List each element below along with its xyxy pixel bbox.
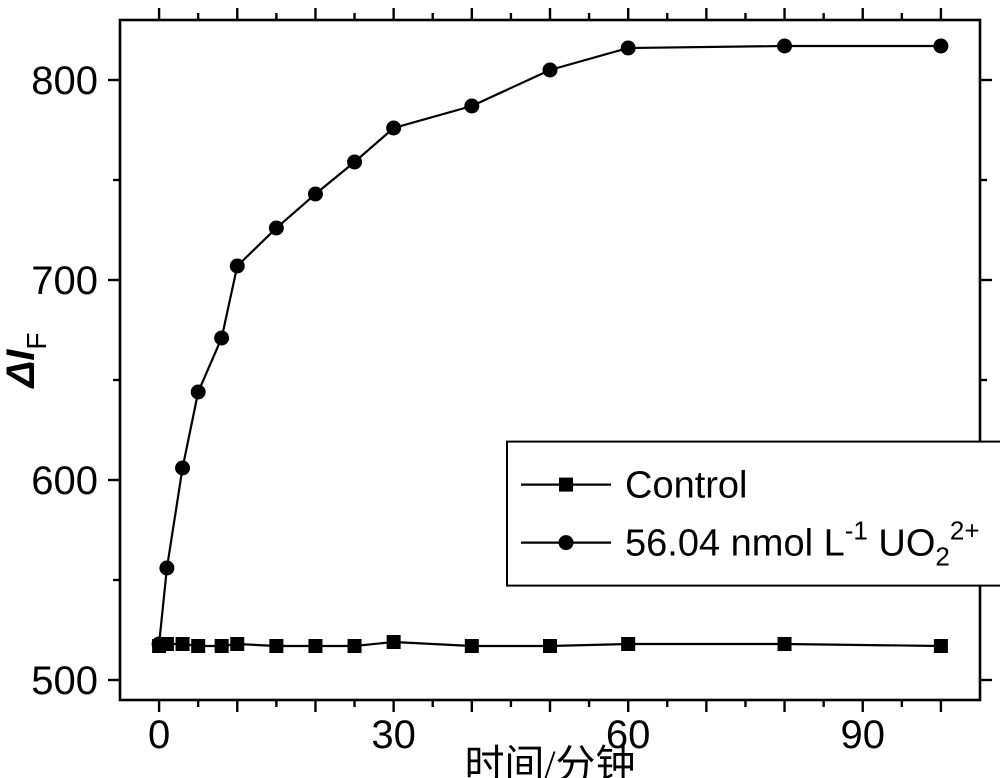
x-tick-label: 0 (148, 713, 170, 757)
series-marker-circle (230, 259, 245, 274)
y-tick-label: 800 (31, 59, 98, 103)
series-marker-circle (933, 39, 948, 54)
x-tick-label: 90 (840, 713, 885, 757)
y-axis-label: ΔIF (0, 332, 52, 389)
series-marker-square (230, 637, 244, 651)
chart-svg: 0306090500600700800时间/分钟ΔIFControl56.04 … (0, 0, 1000, 778)
series-marker-circle (543, 63, 558, 78)
series-marker-circle (269, 221, 284, 236)
series-marker-square (348, 639, 362, 653)
series-marker-square (778, 637, 792, 651)
legend-label: 56.04 nmol L-1 UO22+ (625, 516, 980, 572)
legend-label: Control (625, 465, 748, 507)
chart-container: 0306090500600700800时间/分钟ΔIFControl56.04 … (0, 0, 1000, 778)
series-marker-square (176, 637, 190, 651)
plot-frame (120, 20, 980, 700)
series-marker-square (269, 639, 283, 653)
legend-sample-marker (559, 535, 574, 550)
x-axis-label: 时间/分钟 (464, 742, 635, 778)
legend-sample-marker (559, 478, 573, 492)
y-tick-label: 500 (31, 659, 98, 703)
series-marker-circle (308, 187, 323, 202)
series-marker-circle (191, 385, 206, 400)
y-tick-label: 700 (31, 259, 98, 303)
series-marker-circle (152, 637, 167, 652)
series-marker-circle (386, 121, 401, 136)
series-marker-circle (347, 155, 362, 170)
svg-text:ΔIF: ΔIF (0, 332, 52, 389)
series-marker-circle (777, 39, 792, 54)
series-marker-circle (464, 99, 479, 114)
series-marker-circle (159, 561, 174, 576)
x-tick-label: 30 (371, 713, 416, 757)
y-tick-label: 600 (31, 459, 98, 503)
series-marker-circle (175, 461, 190, 476)
series-marker-square (465, 639, 479, 653)
series-marker-circle (214, 331, 229, 346)
series-marker-square (621, 637, 635, 651)
series-marker-square (191, 639, 205, 653)
series-marker-square (215, 639, 229, 653)
series-marker-square (308, 639, 322, 653)
series-marker-square (387, 635, 401, 649)
series-marker-square (543, 639, 557, 653)
series-marker-square (934, 639, 948, 653)
series-marker-circle (621, 41, 636, 56)
